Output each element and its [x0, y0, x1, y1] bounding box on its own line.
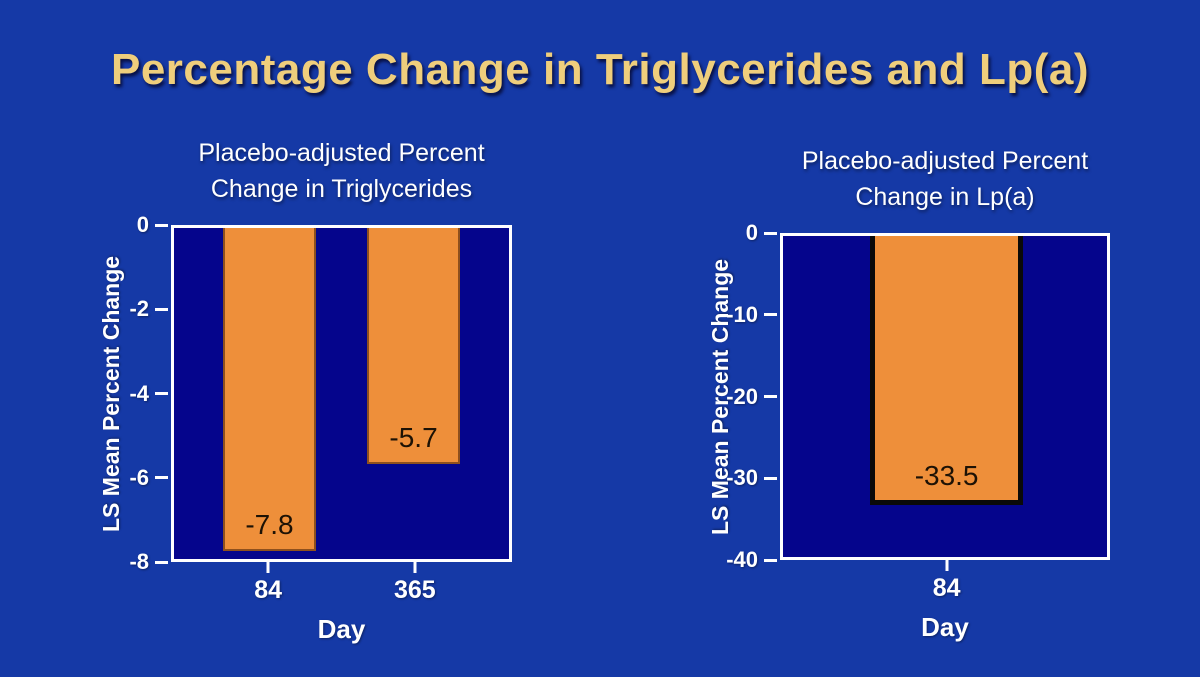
y-tick-mark: [155, 560, 168, 564]
x-axis-label: Day: [317, 614, 366, 644]
y-axis-tick: -40: [726, 547, 777, 573]
y-tick-label: -2: [129, 296, 149, 322]
bar-day-365: -5.7: [366, 228, 461, 464]
y-tick-mark: [764, 558, 777, 562]
y-axis-tick: -8: [129, 549, 168, 575]
y-tick-mark: [764, 476, 777, 480]
y-tick-mark: [764, 231, 777, 235]
y-tick-mark: [764, 395, 777, 398]
y-tick-label: 0: [745, 220, 758, 245]
y-tick-label: 0: [136, 212, 149, 237]
bar-day-84: -33.5: [870, 236, 1023, 505]
y-tick-label: -4: [129, 380, 149, 406]
x-axis-tick: [413, 562, 417, 573]
y-axis-tick: -6: [129, 465, 168, 491]
y-tick-mark: [155, 307, 168, 311]
y-tick-label: -6: [129, 464, 149, 490]
x-axis-label: Day: [921, 612, 969, 642]
x-tick-label: 84: [254, 576, 283, 604]
slide-title: Percentage Change in Triglycerides and L…: [110, 45, 1090, 95]
x-axis-tick: [945, 560, 949, 571]
chart-title: Placebo-adjusted Percent Change in Trigl…: [198, 139, 485, 203]
y-axis-tick: -10: [726, 302, 777, 328]
triglycerides-chart: Placebo-adjusted Percent Change in Trigl…: [98, 139, 512, 644]
bar-value-label: -7.8: [245, 508, 294, 540]
y-axis-tick: 0: [137, 212, 168, 238]
y-tick-label: -30: [726, 465, 758, 491]
y-tick-label: -20: [726, 383, 758, 409]
bar-day-84: -7.8: [222, 228, 317, 551]
x-tick-label: 365: [393, 576, 436, 604]
y-tick-mark: [155, 223, 168, 227]
y-tick-mark: [155, 476, 168, 480]
y-tick-label: -10: [726, 301, 758, 327]
x-axis-tick: [266, 562, 270, 573]
bar-value-label: -33.5: [914, 459, 979, 491]
x-tick-label: 84: [932, 574, 961, 602]
y-axis-label: LS Mean Percent Change: [98, 255, 124, 532]
y-axis-tick: 0: [746, 220, 777, 246]
y-tick-mark: [764, 313, 777, 317]
chart-title: Placebo-adjusted Percent Change in Lp(a): [801, 147, 1089, 211]
y-axis-tick: -4: [129, 381, 168, 407]
lpa-chart: Placebo-adjusted Percent Change in Lp(a)…: [707, 147, 1110, 642]
plot-area: -7.8 -5.7: [171, 225, 512, 562]
bar-value-label: -5.7: [389, 421, 438, 453]
y-tick-label: -8: [129, 549, 149, 574]
y-tick-mark: [155, 392, 168, 395]
y-tick-label: -40: [726, 547, 758, 572]
y-axis-tick: -20: [726, 384, 777, 410]
plot-area: -33.5: [780, 233, 1110, 560]
y-axis-tick: -2: [129, 296, 168, 322]
y-axis-tick: -30: [726, 465, 777, 491]
